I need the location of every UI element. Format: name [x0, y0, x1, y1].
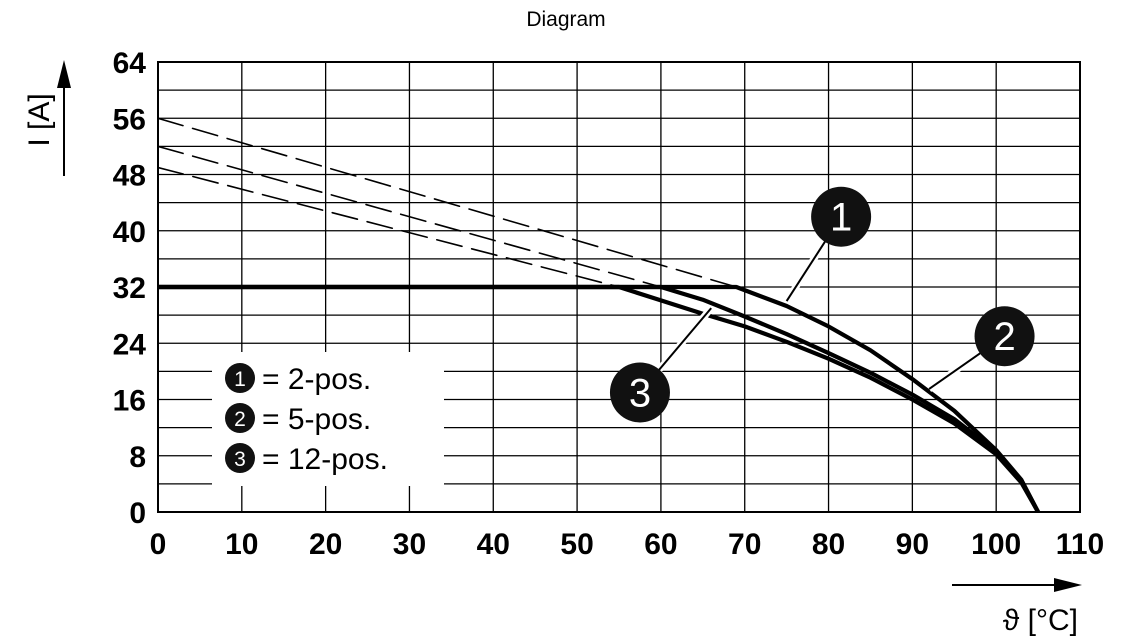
y-tick-label: 0: [129, 497, 146, 530]
x-tick-label: 40: [477, 528, 510, 561]
leaders: [637, 214, 1007, 395]
x-axis-label: ϑ [°C]: [1003, 604, 1078, 637]
curve-markers: 1 2 3: [609, 186, 1035, 423]
marker-label-3: 3: [629, 371, 651, 415]
x-tick-label: 0: [150, 528, 167, 561]
marker-label-1: 1: [830, 196, 852, 240]
legend-text-3: = 12-pos.: [262, 443, 388, 476]
legend-marker-1: [225, 363, 255, 393]
series-3-extrapolation: [158, 166, 620, 288]
x-tick-label: 60: [644, 528, 677, 561]
x-tick-label: 10: [225, 528, 258, 561]
x-tick-label: 90: [896, 528, 929, 561]
x-tick-label: 110: [1056, 528, 1104, 561]
x-axis-arrow-head: [1054, 578, 1082, 592]
legend-marker-label: 1: [234, 368, 246, 391]
legend-text-2: = 5-pos.: [262, 403, 371, 436]
y-tick-label: 48: [113, 160, 146, 193]
legend-marker-label: 3: [234, 448, 246, 471]
x-tick-label: 70: [728, 528, 761, 561]
x-tick-label: 50: [560, 528, 593, 561]
y-tick-label: 16: [113, 385, 146, 418]
marker-circle-2: [974, 306, 1035, 367]
series-1-extrapolation: [158, 117, 738, 288]
y-axis-label: I [A]: [23, 93, 56, 146]
x-tick-labels: 0 10 20 30 40 50 60 70 80 90 100 110: [150, 528, 1105, 561]
marker-circle-1: [811, 186, 872, 247]
x-tick-label: 20: [309, 528, 342, 561]
curves: [158, 117, 1041, 512]
marker-circle-3: [609, 362, 670, 423]
axis-labels: I [A] ϑ [°C]: [23, 60, 1082, 637]
y-tick-label: 40: [113, 216, 146, 249]
marker-label-2: 2: [993, 315, 1015, 359]
y-tick-label: 64: [113, 47, 147, 80]
series-3-line: [158, 284, 1041, 512]
y-axis-arrow-head: [57, 60, 71, 88]
y-tick-labels: 0 8 16 24 32 40 48 56 64: [113, 47, 147, 530]
y-tick-label: 32: [113, 272, 146, 305]
y-tick-label: 8: [129, 441, 146, 474]
legend-marker-3: [225, 443, 255, 473]
x-tick-label: 100: [971, 528, 1021, 561]
y-tick-label: 56: [113, 103, 146, 136]
legend-marker-2: [225, 403, 255, 433]
chart-title: Diagram: [526, 8, 606, 31]
legend: 1 = 2-pos. 2 = 5-pos. 3 = 12-pos.: [212, 352, 444, 486]
x-tick-label: 80: [812, 528, 845, 561]
legend-marker-label: 2: [234, 408, 246, 431]
series-2-extrapolation: [158, 145, 662, 288]
legend-text-1: = 2-pos.: [262, 363, 371, 396]
y-tick-label: 24: [113, 328, 147, 361]
x-tick-label: 30: [393, 528, 426, 561]
